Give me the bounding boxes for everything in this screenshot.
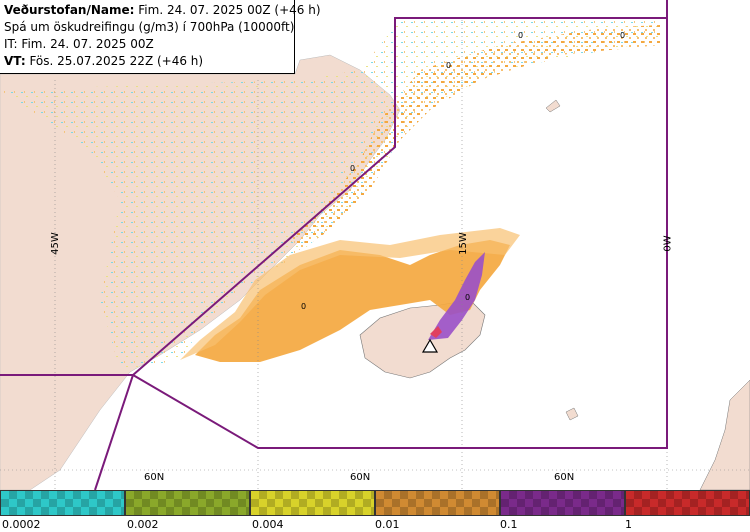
concentration-legend: 0.0002 0.002 0.004 0.01 0.1 1 [0, 490, 750, 532]
ash-band-north [290, 25, 660, 250]
contour-label: 0 [620, 31, 625, 40]
lat-label-60n: 60N [554, 472, 575, 483]
issuer-value: Fim. 24. 07. 2025 00Z (+46 h) [138, 3, 321, 17]
legend-tick: 1 [625, 518, 632, 531]
lon-label-45w: 45W [49, 232, 61, 255]
legend-swatch [500, 490, 625, 516]
legend-swatch [125, 490, 250, 516]
legend-tick: 0.002 [127, 518, 159, 531]
legend-swatch [250, 490, 375, 516]
contour-label: 0 [301, 302, 306, 311]
contour-label: 0 [465, 293, 470, 302]
ash-plume-fringe [180, 228, 520, 360]
lat-label-60n: 60N [144, 472, 165, 483]
valid-time-label: VT: [4, 54, 26, 68]
contour-label: 0 [518, 31, 523, 40]
legend-swatch [375, 490, 500, 516]
contour-label: 0 [446, 61, 451, 70]
issue-time: IT: Fim. 24. 07. 2025 00Z [4, 37, 154, 51]
small-island [545, 99, 561, 113]
graticule [0, 20, 750, 490]
valid-time-value: Fös. 25.07.2025 22Z (+46 h) [29, 54, 204, 68]
issuer-label: Veðurstofan/Name: [4, 3, 135, 17]
lon-label-15w: 15W [457, 232, 469, 255]
lon-label-0w: 0W [662, 235, 674, 252]
contour-label: 0 [350, 164, 355, 173]
legend-tick: 0.0002 [2, 518, 41, 531]
ash-purple-core [428, 252, 485, 340]
faroe-island [565, 407, 579, 421]
forecast-description: Spá um öskudreifingu (g/m3) í 700hPa (10… [4, 20, 295, 34]
fir-boundaries [0, 0, 668, 491]
legend-swatch [625, 490, 750, 516]
legend-swatch [0, 490, 125, 516]
legend-tick: 0.1 [500, 518, 518, 531]
legend-tick: 0.004 [252, 518, 284, 531]
ash-red-core [430, 326, 442, 338]
ash-speckle-area [0, 20, 660, 370]
volcano-marker [421, 338, 439, 353]
forecast-info-box: Veðurstofan/Name: Fim. 24. 07. 2025 00Z … [0, 0, 321, 74]
lat-label-60n: 60N [350, 472, 371, 483]
ash-plume-main [195, 240, 510, 362]
legend-tick: 0.01 [375, 518, 400, 531]
